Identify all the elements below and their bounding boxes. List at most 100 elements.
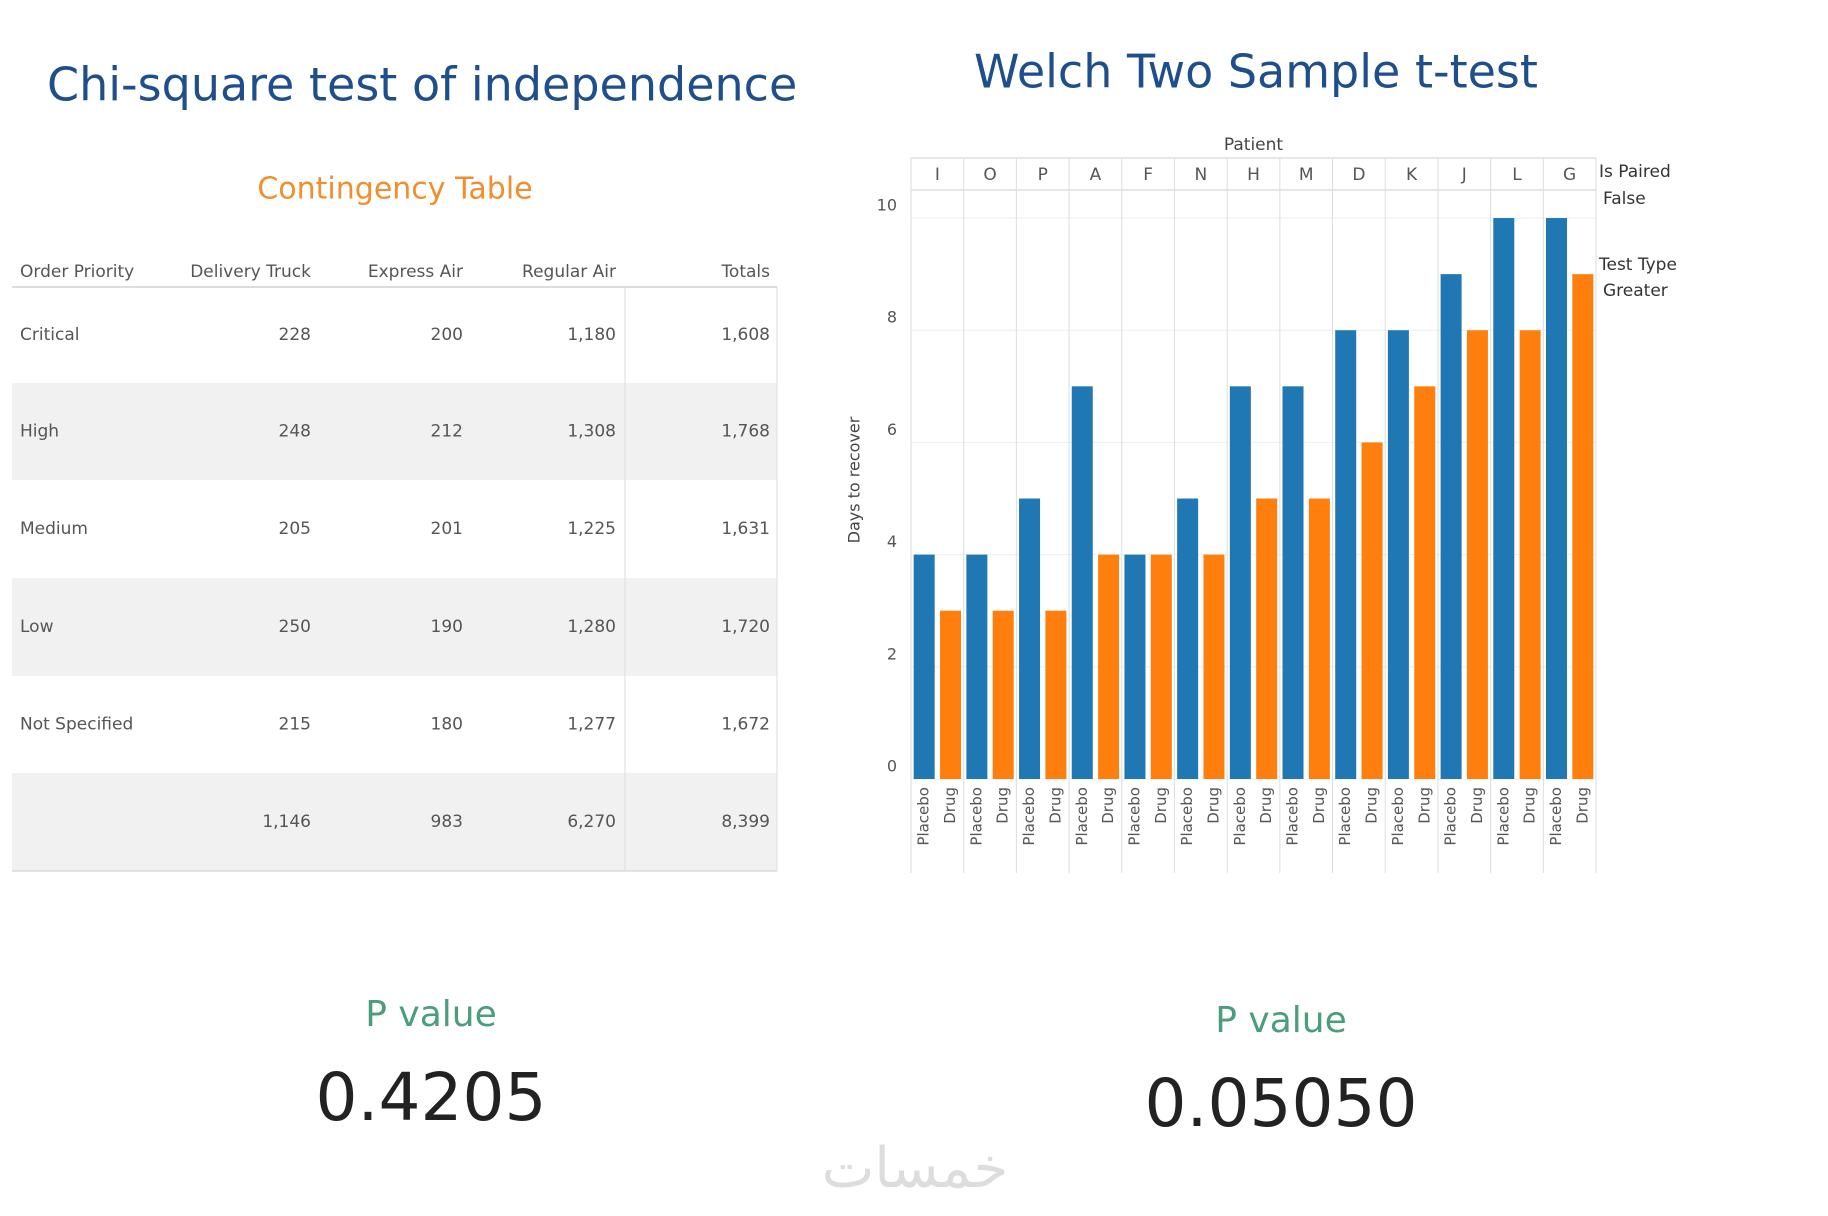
sub-label: Drug: [1310, 787, 1328, 824]
bar: [1519, 330, 1541, 779]
bar: [940, 610, 962, 779]
chart-title: Welch Two Sample t-test: [974, 45, 1538, 99]
bar: [1466, 330, 1488, 779]
sub-label: Placebo: [915, 787, 933, 846]
table-cell: Medium: [20, 519, 88, 539]
x-tick-label: N: [1194, 165, 1207, 185]
sub-label: Drug: [994, 787, 1012, 824]
x-tick-label: P: [1038, 165, 1048, 185]
table-cell: 1,768: [721, 422, 770, 442]
sub-label: Drug: [1468, 787, 1486, 824]
table-cell: Low: [20, 617, 54, 637]
bar: [1177, 498, 1199, 779]
sub-label: Placebo: [1547, 787, 1565, 846]
bar: [1124, 554, 1146, 779]
row-band: [12, 578, 777, 676]
sub-label: Placebo: [1073, 787, 1091, 846]
x-tick-label: G: [1563, 165, 1576, 185]
p-label: P value: [1215, 1000, 1346, 1041]
table-cell: 8,399: [721, 812, 770, 832]
bar: [1414, 386, 1436, 779]
sub-label: Placebo: [1442, 787, 1460, 846]
table-cell: 190: [431, 617, 463, 637]
sub-label: Placebo: [967, 787, 985, 846]
table-cell: 1,672: [721, 715, 770, 735]
p-value: 0.4205: [316, 1059, 547, 1136]
bar: [1256, 498, 1278, 779]
bar: [1203, 554, 1225, 779]
y-tick-label: 4: [887, 532, 897, 551]
table-cell: Critical: [20, 325, 79, 345]
sub-label: Drug: [1363, 787, 1381, 824]
table-cell: 215: [279, 715, 311, 735]
table-title: Contingency Table: [257, 172, 532, 207]
filter-value: Greater: [1603, 281, 1668, 301]
sub-label: Placebo: [1020, 787, 1038, 846]
x-axis-title: Patient: [1224, 135, 1284, 155]
bar: [992, 610, 1014, 779]
y-tick-label: 10: [877, 196, 897, 215]
sub-label: Drug: [1204, 787, 1222, 824]
bar: [1545, 218, 1567, 780]
table-cell: High: [20, 422, 59, 442]
table-cell: 1,631: [721, 519, 770, 539]
y-tick-label: 0: [887, 757, 897, 776]
bar: [1229, 386, 1251, 779]
filter-name: Is Paired: [1599, 162, 1671, 182]
table-cell: 250: [279, 617, 311, 637]
sub-label: Drug: [1046, 787, 1064, 824]
bar: [1387, 330, 1409, 779]
y-tick-label: 2: [887, 644, 897, 663]
sub-label: Placebo: [1389, 787, 1407, 846]
p-value: 0.05050: [1145, 1065, 1418, 1142]
table-cell: 205: [279, 519, 311, 539]
sub-label: Drug: [1152, 787, 1170, 824]
sub-label: Drug: [1099, 787, 1117, 824]
sub-label: Drug: [1521, 787, 1539, 824]
x-tick-label: I: [935, 165, 940, 185]
bar: [913, 554, 935, 779]
bar: [966, 554, 988, 779]
column-header: Delivery Truck: [190, 262, 311, 282]
column-header: Express Air: [368, 262, 463, 282]
bar: [1019, 498, 1041, 779]
table-cell: 1,720: [721, 617, 770, 637]
y-tick-label: 8: [887, 308, 897, 327]
bar: [1282, 386, 1304, 779]
table-cell: 200: [431, 325, 463, 345]
table-cell: 228: [279, 325, 311, 345]
y-axis-title: Days to recover: [845, 416, 864, 543]
filter-name: Test Type: [1598, 255, 1677, 275]
table-cell: 1,225: [567, 519, 616, 539]
x-tick-label: L: [1512, 165, 1522, 185]
sub-label: Placebo: [1178, 787, 1196, 846]
bar: [1493, 218, 1515, 780]
watermark: خمسات: [822, 1136, 1009, 1201]
sub-label: Drug: [941, 787, 959, 824]
sub-label: Placebo: [1125, 787, 1143, 846]
row-band: [12, 773, 777, 871]
table-cell: 1,308: [567, 422, 616, 442]
sub-label: Placebo: [1494, 787, 1512, 846]
table-cell: 212: [431, 422, 463, 442]
x-tick-label: J: [1461, 165, 1467, 185]
bar: [1361, 442, 1383, 779]
sub-label: Placebo: [1231, 787, 1249, 846]
x-tick-label: K: [1406, 165, 1418, 185]
sub-label: Placebo: [1336, 787, 1354, 846]
x-tick-label: H: [1247, 165, 1260, 185]
table-cell: 201: [431, 519, 463, 539]
x-tick-label: M: [1299, 165, 1314, 185]
sub-label: Drug: [1573, 787, 1591, 824]
table-cell: 180: [431, 715, 463, 735]
left-title: Chi-square test of independence: [47, 58, 797, 112]
bar: [1071, 386, 1093, 779]
table-cell: Not Specified: [20, 715, 133, 735]
bar: [1098, 554, 1120, 779]
filter-value: False: [1603, 189, 1646, 209]
sub-label: Drug: [1415, 787, 1433, 824]
table-cell: 6,270: [567, 812, 616, 832]
y-tick-label: 6: [887, 420, 897, 439]
x-tick-label: F: [1143, 165, 1153, 185]
